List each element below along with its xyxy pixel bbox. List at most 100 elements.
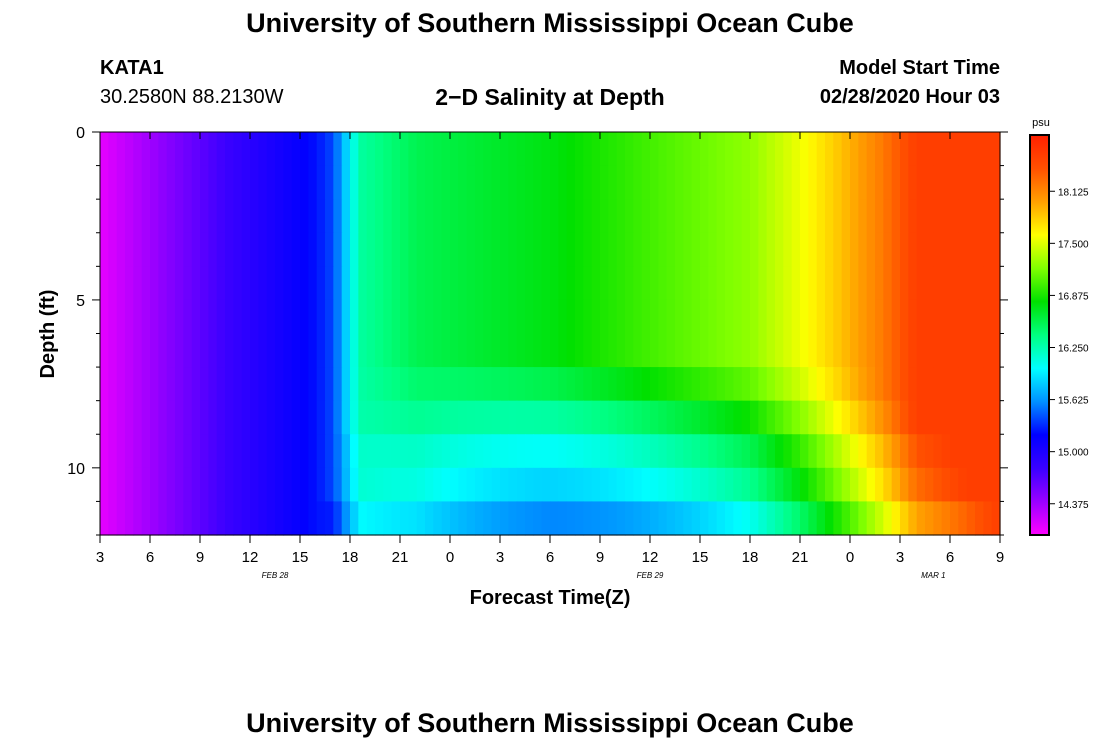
heatmap-cell xyxy=(525,165,534,200)
heatmap-cell xyxy=(858,299,868,335)
heatmap-cell xyxy=(825,434,834,469)
heatmap-cell xyxy=(650,299,659,335)
heatmap-cell xyxy=(375,434,384,469)
heatmap-cell xyxy=(708,266,718,301)
heatmap-cell xyxy=(400,266,409,301)
heatmap-cell xyxy=(941,467,951,503)
heatmap-cell xyxy=(641,333,651,368)
heatmap-cell xyxy=(250,400,259,435)
heatmap-cell xyxy=(283,434,293,469)
heatmap-cell xyxy=(216,165,226,200)
heatmap-cell xyxy=(941,266,951,301)
heatmap-cell xyxy=(608,132,618,167)
heatmap-cell xyxy=(958,367,968,402)
heatmap-cell xyxy=(875,299,884,335)
heatmap-cell xyxy=(250,199,259,234)
model-start-time: 02/28/2020 Hour 03 xyxy=(819,86,1000,108)
heatmap-cell xyxy=(883,501,893,536)
heatmap-cell xyxy=(100,400,109,435)
heatmap-cell xyxy=(308,501,318,536)
heatmap-cell xyxy=(816,165,826,200)
heatmap-cell xyxy=(283,400,293,435)
heatmap-cell xyxy=(741,165,751,200)
heatmap-cell xyxy=(916,132,926,167)
heatmap-cell xyxy=(950,266,959,301)
heatmap-cell xyxy=(275,400,284,435)
heatmap-cell xyxy=(566,467,576,503)
heatmap-cell xyxy=(816,467,826,503)
heatmap-cell xyxy=(158,232,168,267)
heatmap-cell xyxy=(450,367,459,402)
heatmap-cell xyxy=(475,400,484,435)
heatmap-cell xyxy=(908,333,918,368)
heatmap-cell xyxy=(900,132,909,167)
heatmap-cell xyxy=(650,199,659,234)
heatmap-cell xyxy=(358,199,368,234)
heatmap-cell xyxy=(325,299,334,335)
heatmap-cell xyxy=(450,400,459,435)
heatmap-cell xyxy=(416,434,426,469)
heatmap-cell xyxy=(500,434,509,469)
heatmap-cell xyxy=(600,400,609,435)
heatmap-cell xyxy=(916,467,926,503)
heatmap-cell xyxy=(491,333,501,368)
heatmap-cell xyxy=(633,367,643,402)
heatmap-cell xyxy=(858,199,868,234)
heatmap-cell xyxy=(783,501,793,536)
heatmap-cell xyxy=(533,434,543,469)
x-tick-label: 6 xyxy=(946,549,954,566)
heatmap-cell xyxy=(383,367,393,402)
heatmap-cell xyxy=(283,333,293,368)
heatmap-cell xyxy=(800,132,809,167)
heatmap-cell xyxy=(116,165,126,200)
heatmap-cell xyxy=(675,299,684,335)
heatmap-cell xyxy=(775,501,784,536)
heatmap-cell xyxy=(333,299,343,335)
heatmap-cell xyxy=(741,467,751,503)
x-axis-label: Forecast Time(Z) xyxy=(470,587,631,609)
heatmap-cell xyxy=(766,400,776,435)
heatmap-cell xyxy=(941,434,951,469)
heatmap-cell xyxy=(233,132,243,167)
heatmap-cell xyxy=(391,501,401,536)
heatmap-cell xyxy=(425,132,434,167)
heatmap-cell xyxy=(308,266,318,301)
heatmap-cell xyxy=(333,400,343,435)
heatmap-cell xyxy=(983,400,993,435)
colorbar-tick-label: 14.375 xyxy=(1058,500,1089,511)
heatmap-cell xyxy=(583,199,593,234)
heatmap-cell xyxy=(225,501,234,536)
heatmap-cell xyxy=(591,165,601,200)
heatmap-cell xyxy=(366,400,376,435)
heatmap-cell xyxy=(133,501,143,536)
heatmap-cell xyxy=(791,132,801,167)
heatmap-cell xyxy=(625,299,634,335)
heatmap-cell xyxy=(208,299,218,335)
heatmap-cell xyxy=(941,165,951,200)
heatmap-cell xyxy=(225,333,234,368)
heatmap-cell xyxy=(483,434,493,469)
heatmap-cell xyxy=(766,165,776,200)
heatmap-cell xyxy=(750,400,759,435)
heatmap-cell xyxy=(891,333,901,368)
heatmap-cell xyxy=(733,299,743,335)
heatmap-cell xyxy=(600,232,609,267)
heatmap-cell xyxy=(150,434,159,469)
heatmap-cell xyxy=(500,467,509,503)
heatmap-cell xyxy=(583,232,593,267)
heatmap-cell xyxy=(416,299,426,335)
heatmap-cell xyxy=(566,299,576,335)
heatmap-cell xyxy=(583,299,593,335)
heatmap-cell xyxy=(508,165,518,200)
heatmap-cell xyxy=(608,467,618,503)
heatmap-cell xyxy=(716,434,726,469)
heatmap-cell xyxy=(433,232,443,267)
heatmap-cell xyxy=(125,299,134,335)
heatmap-cell xyxy=(700,400,709,435)
heatmap-cell xyxy=(133,266,143,301)
heatmap-cell xyxy=(641,299,651,335)
heatmap-cell xyxy=(483,299,493,335)
heatmap-cell xyxy=(750,501,759,536)
heatmap-cell xyxy=(233,266,243,301)
heatmap-cell xyxy=(808,299,818,335)
